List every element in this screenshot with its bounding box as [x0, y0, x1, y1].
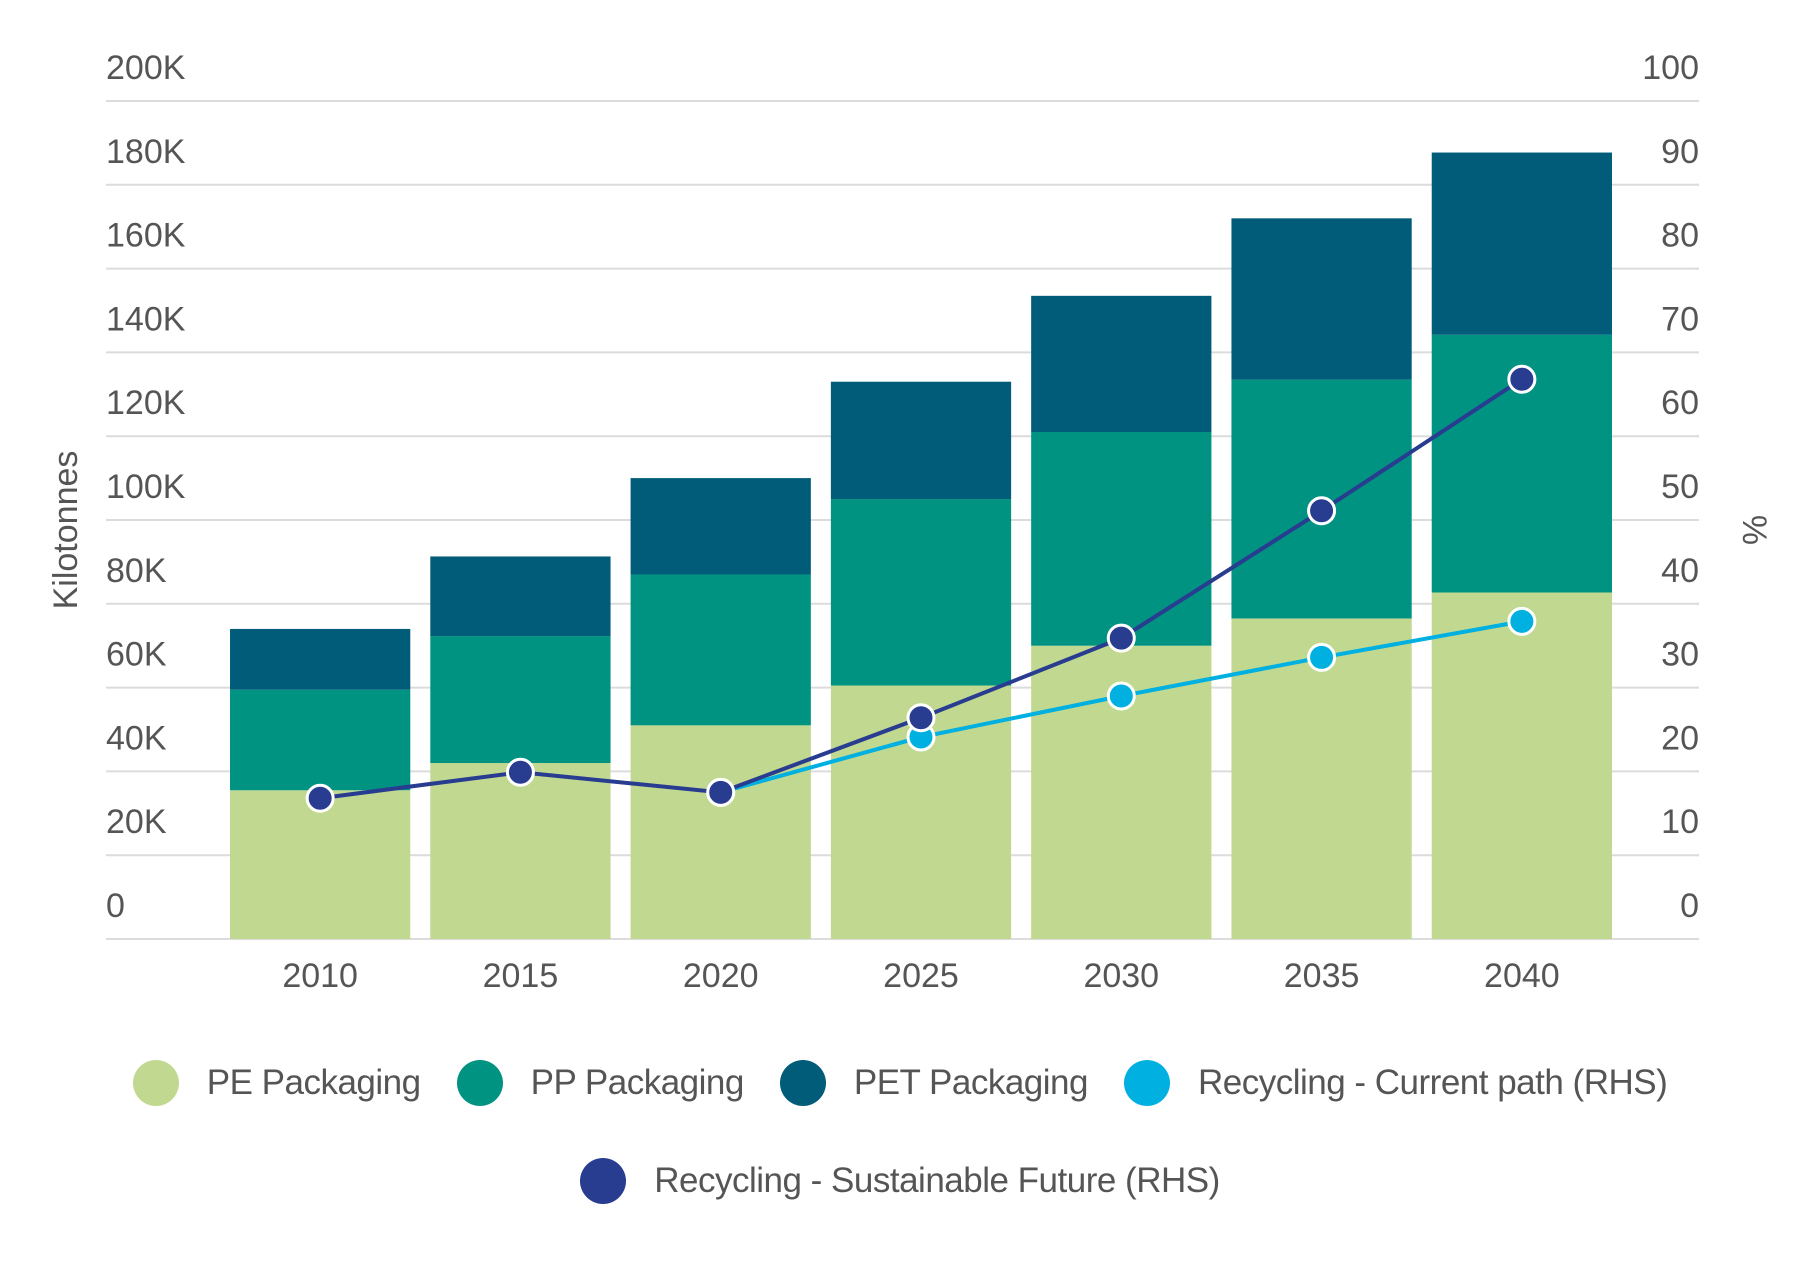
- line-marker: [1507, 364, 1537, 394]
- y-tick-label: 80K: [106, 552, 167, 590]
- legend-item: Recycling - Current path (RHS): [1123, 1060, 1668, 1106]
- y2-tick-label: 60: [1661, 384, 1699, 422]
- y-tick-label: 0: [106, 887, 125, 925]
- line-marker: [706, 777, 736, 807]
- legend-swatch: [132, 1060, 179, 1106]
- y2-tick-label: 80: [1661, 217, 1699, 255]
- legend-swatch: [580, 1158, 627, 1204]
- bar: [1031, 295, 1212, 433]
- y2-tick-label: 20: [1661, 719, 1699, 757]
- y2-tick-label: 90: [1661, 133, 1699, 171]
- bar: [1031, 432, 1212, 646]
- y2-tick-label: 30: [1661, 636, 1699, 674]
- y2-tick-label: 50: [1661, 468, 1699, 506]
- bar: [230, 628, 411, 690]
- line-marker: [906, 703, 936, 733]
- legend-swatch: [1123, 1060, 1170, 1106]
- bar: [830, 381, 1012, 500]
- legend-swatch: [779, 1060, 826, 1106]
- x-tick-label: 2010: [282, 957, 358, 995]
- legend-label: PET Packaging: [853, 1063, 1089, 1102]
- legend-label: Recycling - Current path (RHS): [1197, 1063, 1668, 1102]
- y-tick-label: 100K: [106, 468, 186, 506]
- bar: [430, 763, 611, 939]
- bar: [230, 790, 411, 939]
- y2-tick-label: 0: [1680, 887, 1699, 925]
- legend-item: Recycling - Sustainable Future (RHS): [580, 1158, 1220, 1204]
- legend-swatch: [456, 1060, 503, 1106]
- line-marker: [1307, 642, 1337, 672]
- y-tick-label: 180K: [106, 133, 186, 171]
- y2-tick-label: 40: [1661, 552, 1699, 590]
- bar: [1431, 152, 1612, 335]
- y2-tick-label: 10: [1661, 803, 1699, 841]
- legend-label: PP Packaging: [530, 1063, 745, 1102]
- legend-label: Recycling - Sustainable Future (RHS): [654, 1161, 1220, 1200]
- bar: [430, 556, 611, 637]
- line-marker: [1307, 496, 1337, 526]
- y-tick-label: 20K: [106, 803, 167, 841]
- bar: [1231, 218, 1412, 380]
- bar: [230, 689, 411, 791]
- line-marker: [1507, 606, 1537, 636]
- y2-axis-title: %: [1735, 515, 1773, 545]
- legend-item: PP Packaging: [456, 1060, 745, 1106]
- y-tick-label: 40K: [106, 719, 167, 757]
- y-tick-label: 200K: [106, 49, 186, 87]
- x-tick-label: 2025: [883, 957, 959, 995]
- x-tick-label: 2015: [483, 957, 559, 995]
- x-tick-label: 2035: [1284, 957, 1360, 995]
- line-marker: [1106, 623, 1136, 653]
- line-marker: [1106, 681, 1136, 711]
- y-axis-title: Kilotonnes: [47, 451, 85, 610]
- bar: [430, 636, 611, 764]
- legend-item: PE Packaging: [132, 1060, 421, 1106]
- y-tick-label: 160K: [106, 217, 186, 255]
- legend-item: PET Packaging: [779, 1060, 1089, 1106]
- bar: [1431, 592, 1612, 939]
- line-marker: [305, 783, 335, 813]
- bar: [630, 725, 811, 939]
- bar: [630, 478, 811, 575]
- x-tick-label: 2030: [1083, 957, 1159, 995]
- y2-tick-label: 70: [1661, 300, 1699, 338]
- legend: PE Packaging PP Packaging PET Packaging Rec…: [60, 1060, 1740, 1204]
- x-tick-label: 2040: [1484, 957, 1560, 995]
- y-tick-label: 60K: [106, 636, 167, 674]
- x-tick-label: 2020: [683, 957, 759, 995]
- chart: Kilotonnes % 0 20K 40K 60K 80K 100K 120K 140K 16…: [47, 49, 1773, 995]
- line-marker: [505, 757, 535, 787]
- y2-tick-label: 100: [1642, 49, 1699, 87]
- y-tick-label: 140K: [106, 300, 186, 338]
- legend-label: PE Packaging: [206, 1063, 421, 1102]
- bar: [630, 574, 811, 726]
- bar: [830, 499, 1012, 686]
- y-tick-label: 120K: [106, 384, 186, 422]
